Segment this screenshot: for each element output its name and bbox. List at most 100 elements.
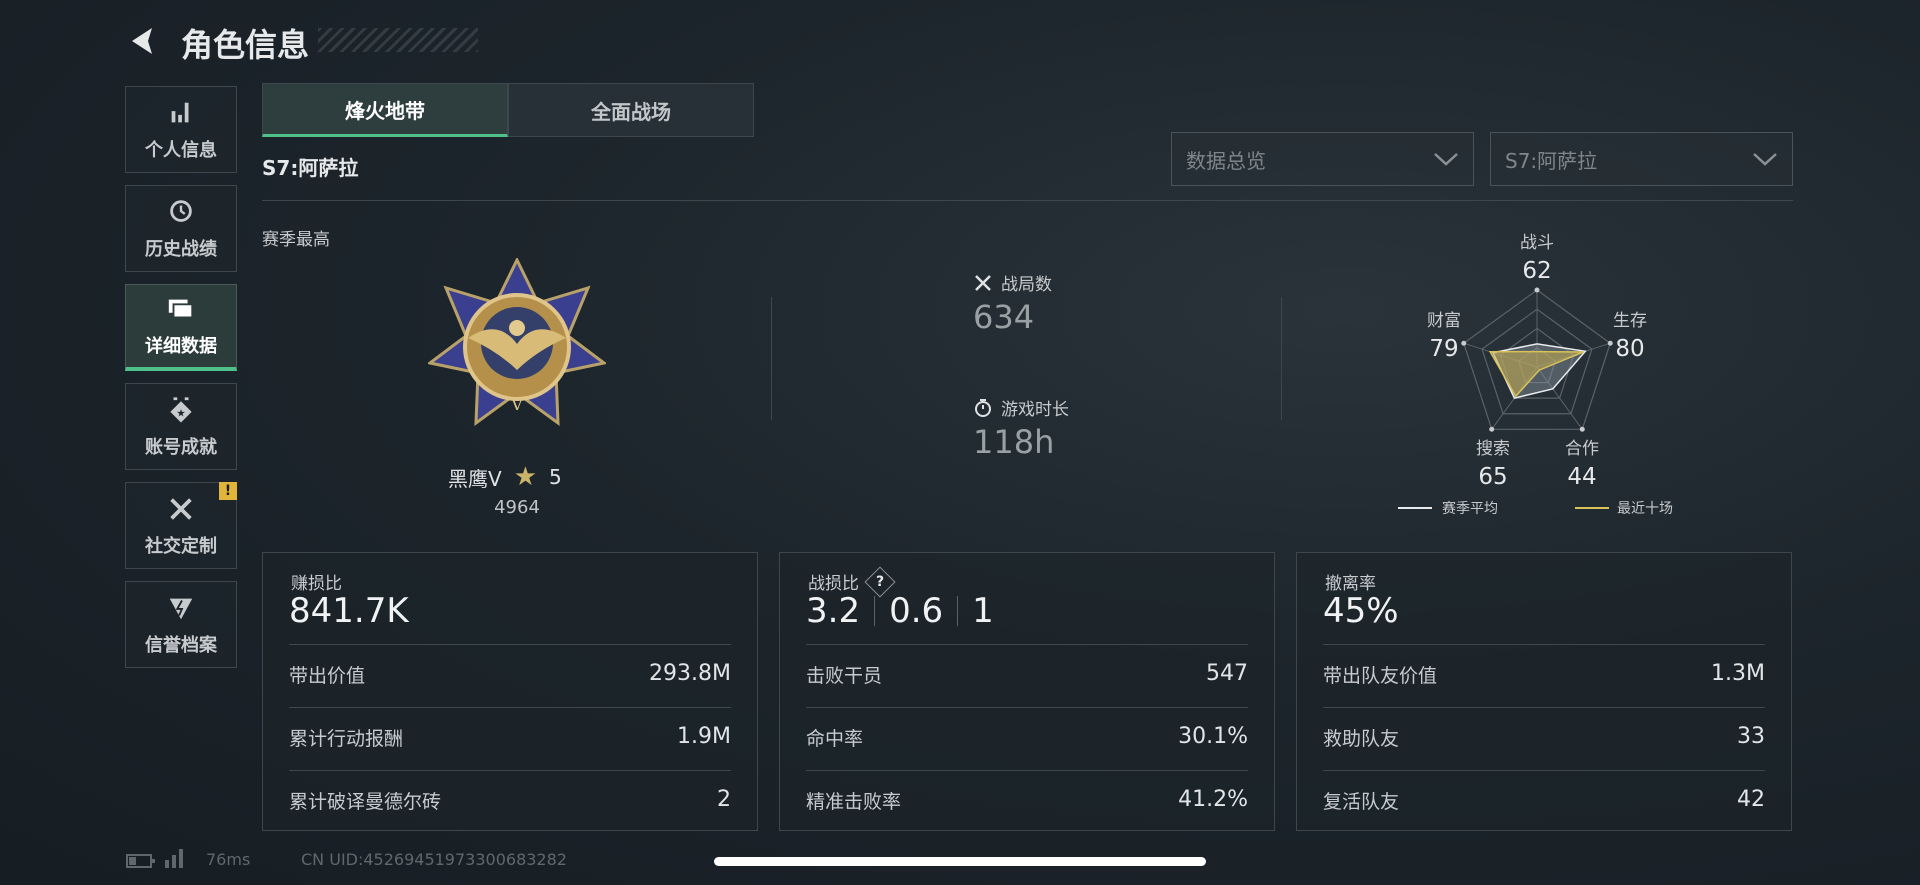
sidebar-item-detailed-data[interactable]: 详细数据: [125, 284, 237, 371]
tab-full-battlefield[interactable]: 全面战场: [508, 83, 754, 137]
divider: [262, 200, 1793, 201]
card-title: 撤离率: [1325, 574, 1376, 594]
kd-value: 1: [972, 591, 994, 631]
sidebar-item-personal-info[interactable]: 个人信息: [125, 86, 237, 173]
crossed-swords-icon: [975, 274, 991, 291]
radar-vertex: [1534, 287, 1540, 293]
card-main-value: 45%: [1323, 591, 1399, 631]
row-divider: [1323, 707, 1765, 708]
radar-axis-value: 44: [1567, 464, 1596, 490]
stat-label: 带出队友价值: [1323, 665, 1438, 687]
sidebar-item-achievements[interactable]: ★ 账号成就: [125, 383, 237, 470]
radar-axis-value: 65: [1478, 464, 1507, 490]
kd-value: 0.6: [889, 591, 944, 631]
sidebar-item-label: 信誉档案: [145, 634, 217, 656]
alert-badge: !: [219, 482, 237, 500]
stat-row: 复活队友 42: [1323, 787, 1765, 814]
extraction-card: 撤离率 45% 带出队友价值 1.3M 救助队友 33 复活队友 42: [1296, 552, 1792, 831]
svg-text:V: V: [510, 395, 523, 414]
radar-grid-ring: [1481, 308, 1593, 415]
stopwatch-icon: [975, 398, 991, 417]
kd-card: 战损比? 3.2 0.6 1 击败干员 547 命中率 30.1% 精准击败率 41.2%: [779, 552, 1275, 831]
star-icon: ★: [513, 462, 537, 492]
back-chevron-icon[interactable]: [126, 24, 160, 58]
tools-icon: [170, 497, 192, 520]
radar-chart: 战斗 62 生存 80 合作 44 搜索 65 财富 79 赛季平均 最近十场: [1398, 233, 1673, 517]
stat-label: 带出价值: [289, 665, 366, 687]
stat-label: 命中率: [806, 728, 864, 750]
chevron-down-icon: [1434, 153, 1458, 166]
value-divider: [957, 596, 959, 626]
sidebar-item-credit-record[interactable]: 信誉档案: [125, 581, 237, 668]
shield-icon: [169, 598, 193, 619]
medal-icon: ★: [170, 396, 192, 422]
row-divider: [806, 770, 1248, 771]
rank-title: 黑鹰V ★ 5: [448, 462, 562, 492]
legend-label: 最近十场: [1617, 501, 1673, 517]
sidebar-item-label: 详细数据: [145, 336, 217, 357]
stat-value: 2: [717, 787, 731, 812]
radar-axis-label: 搜索: [1476, 439, 1510, 459]
radar-spoke: [1536, 366, 1583, 430]
sidebar-item-social-custom[interactable]: 社交定制 !: [125, 482, 237, 569]
card-main: 45%: [1323, 591, 1399, 631]
stat-label: 精准击败率: [806, 791, 902, 813]
stat-label: 累计行动报酬: [289, 728, 404, 750]
profit-loss-card: 赚损比 841.7K 带出价值 293.8M 累计行动报酬 1.9M 累计破译曼德尔…: [262, 552, 758, 831]
radar-axis-value: 79: [1429, 336, 1458, 362]
stat-row: 累计行动报酬 1.9M: [289, 724, 731, 751]
row-divider: [289, 644, 731, 645]
stat-row: 救助队友 33: [1323, 724, 1765, 751]
card-main-value: 841.7K: [289, 591, 409, 631]
stat-value: 42: [1737, 787, 1765, 812]
legend-label: 赛季平均: [1442, 501, 1498, 517]
folder-icon: [168, 299, 194, 319]
rank-stars: 5: [549, 465, 562, 489]
divider: [771, 297, 772, 420]
radar-series-recent: [1488, 350, 1584, 398]
rank-score: 4964: [494, 497, 540, 518]
data-type-dropdown[interactable]: 数据总览: [1171, 132, 1474, 186]
kd-value: 3.2: [806, 591, 861, 631]
row-divider: [806, 644, 1248, 645]
stat-row: 累计破译曼德尔砖 2: [289, 787, 731, 814]
card-main: 841.7K: [289, 591, 409, 631]
row-divider: [806, 707, 1248, 708]
sidebar-item-label: 历史战绩: [145, 238, 217, 260]
season-dropdown[interactable]: S7:阿萨拉: [1490, 132, 1793, 186]
playtime-label: 游戏时长: [973, 395, 1069, 420]
stat-value: 30.1%: [1178, 724, 1248, 749]
radar-vertex: [1579, 426, 1585, 432]
card-title: 赚损比: [291, 574, 342, 594]
stat-label: 累计破译曼德尔砖: [289, 791, 442, 813]
radar-axis-label: 合作: [1565, 439, 1599, 459]
row-divider: [1323, 770, 1765, 771]
row-divider: [1323, 644, 1765, 645]
home-indicator[interactable]: [714, 857, 1206, 866]
matches-label: 战局数: [973, 270, 1052, 295]
value-divider: [874, 596, 876, 626]
radar-axis-value: 80: [1615, 336, 1644, 362]
stat-value: 1.3M: [1711, 661, 1765, 686]
stat-row: 带出价值 293.8M: [289, 661, 731, 688]
history-clock-icon: [170, 199, 192, 222]
stat-row: 击败干员 547: [806, 661, 1248, 688]
season-best-label: 赛季最高: [262, 230, 330, 250]
radar-vertex: [1489, 426, 1495, 432]
row-divider: [289, 707, 731, 708]
radar-axis-label: 战斗: [1520, 233, 1554, 253]
card-title: 战损比: [808, 574, 859, 594]
matches-label-text: 战局数: [1001, 275, 1052, 295]
rank-medal-icon: V: [428, 258, 606, 427]
sidebar-item-match-history[interactable]: 历史战绩: [125, 185, 237, 272]
divider: [1281, 297, 1282, 420]
playtime-label-text: 游戏时长: [1001, 400, 1069, 420]
sidebar-item-label: 个人信息: [145, 139, 217, 161]
title-decoration: [318, 28, 478, 52]
ping: 76ms: [206, 850, 251, 869]
chevron-down-icon: [1753, 153, 1777, 166]
svg-text:★: ★: [176, 407, 185, 419]
tab-fire-zone[interactable]: 烽火地带: [262, 83, 508, 137]
card-main: 3.2 0.6 1: [806, 591, 994, 631]
season-label: S7:阿萨拉: [262, 156, 359, 180]
